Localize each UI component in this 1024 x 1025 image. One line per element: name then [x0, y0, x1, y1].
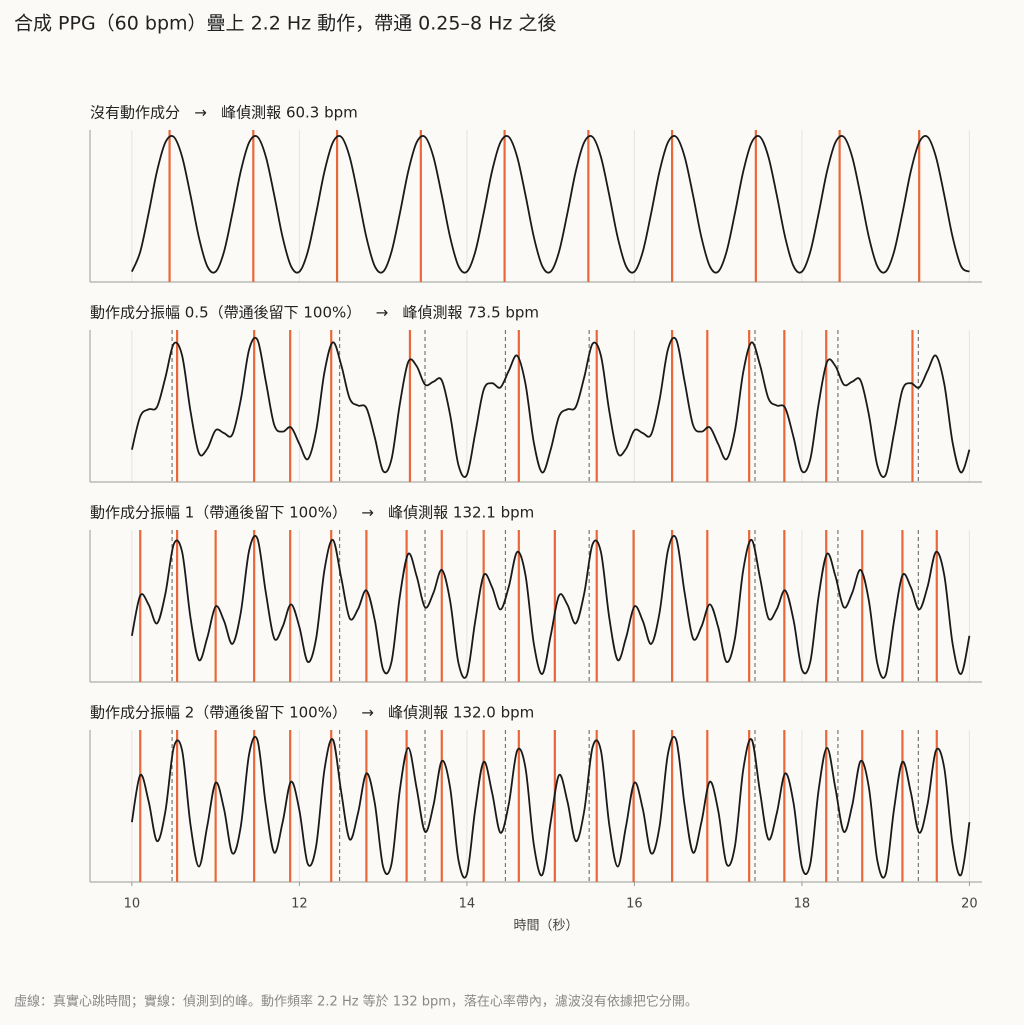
- x-tick-label: 16: [626, 897, 643, 912]
- panel-title: 動作成分振幅 2（帶通後留下 100%） → 峰偵測報 132.0 bpm: [90, 704, 534, 722]
- signal-line: [131, 336, 971, 478]
- footnote: 虛線：真實心跳時間；實線：偵測到的峰。動作頻率 2.2 Hz 等於 132 bp…: [14, 994, 698, 1010]
- panel-title: 動作成分振幅 0.5（帶通後留下 100%） → 峰偵測報 73.5 bpm: [90, 304, 539, 322]
- x-tick-label: 10: [124, 897, 141, 912]
- signal-line: [130, 735, 971, 879]
- panel-title: 動作成分振幅 1（帶通後留下 100%） → 峰偵測報 132.1 bpm: [90, 504, 534, 522]
- x-tick-label: 14: [459, 897, 476, 912]
- x-tick-label: 20: [961, 897, 978, 912]
- x-tick-label: 18: [794, 897, 811, 912]
- panel-title: 沒有動作成分 → 峰偵測報 60.3 bpm: [90, 104, 358, 122]
- signal-line: [130, 535, 971, 679]
- x-axis-label: 時間（秒）: [513, 919, 578, 934]
- signal-line: [131, 135, 970, 274]
- chart-title: 合成 PPG（60 bpm）疊上 2.2 Hz 動作，帶通 0.25–8 Hz …: [14, 13, 556, 35]
- x-tick-label: 12: [291, 897, 308, 912]
